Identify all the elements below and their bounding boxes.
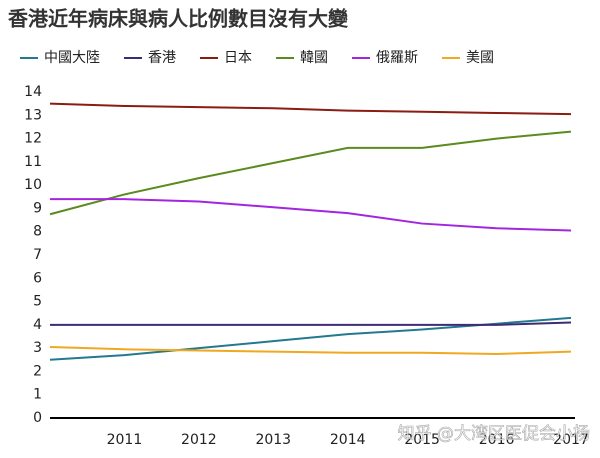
y-tick-label: 14 — [24, 84, 42, 100]
x-tick-label: 2016 — [479, 432, 515, 448]
legend-label: 中國大陸 — [44, 50, 100, 66]
legend-label: 香港 — [148, 50, 176, 66]
y-tick-label: 7 — [33, 247, 42, 263]
x-tick-label: 2014 — [330, 432, 366, 448]
legend-label: 韓國 — [300, 50, 328, 66]
watermark: 知乎 @大湾区医促会小杨 — [398, 424, 590, 444]
y-tick-label: 12 — [24, 131, 42, 147]
y-tick-label: 2 — [33, 363, 42, 379]
y-tick-label: 8 — [33, 224, 42, 240]
series-line — [50, 321, 572, 326]
y-tick-label: 1 — [33, 387, 42, 403]
y-tick-label: 10 — [24, 177, 42, 193]
legend-label: 日本 — [224, 50, 252, 66]
y-tick-label: 13 — [24, 107, 42, 123]
y-tick-label: 5 — [33, 294, 42, 310]
legend-label: 俄羅斯 — [376, 50, 418, 66]
y-tick-label: 6 — [33, 270, 42, 286]
series-line — [50, 198, 572, 232]
x-tick-label: 2011 — [107, 432, 143, 448]
chart-title: 香港近年病床與病人比例數目沒有大變 — [8, 7, 349, 31]
y-tick-label: 0 — [33, 410, 42, 426]
series-line — [49, 102, 572, 116]
x-tick-label: 2012 — [181, 432, 217, 448]
x-tick-label: 2013 — [255, 432, 291, 448]
y-tick-label: 3 — [33, 340, 42, 356]
series-line — [49, 130, 572, 216]
y-tick-label: 11 — [24, 154, 42, 170]
x-tick-label: 2017 — [553, 432, 589, 448]
series-line — [49, 345, 572, 355]
x-tick-label: 2015 — [404, 432, 440, 448]
y-tick-label: 9 — [33, 200, 42, 216]
legend-label: 美國 — [466, 50, 494, 66]
y-tick-label: 4 — [33, 317, 42, 333]
